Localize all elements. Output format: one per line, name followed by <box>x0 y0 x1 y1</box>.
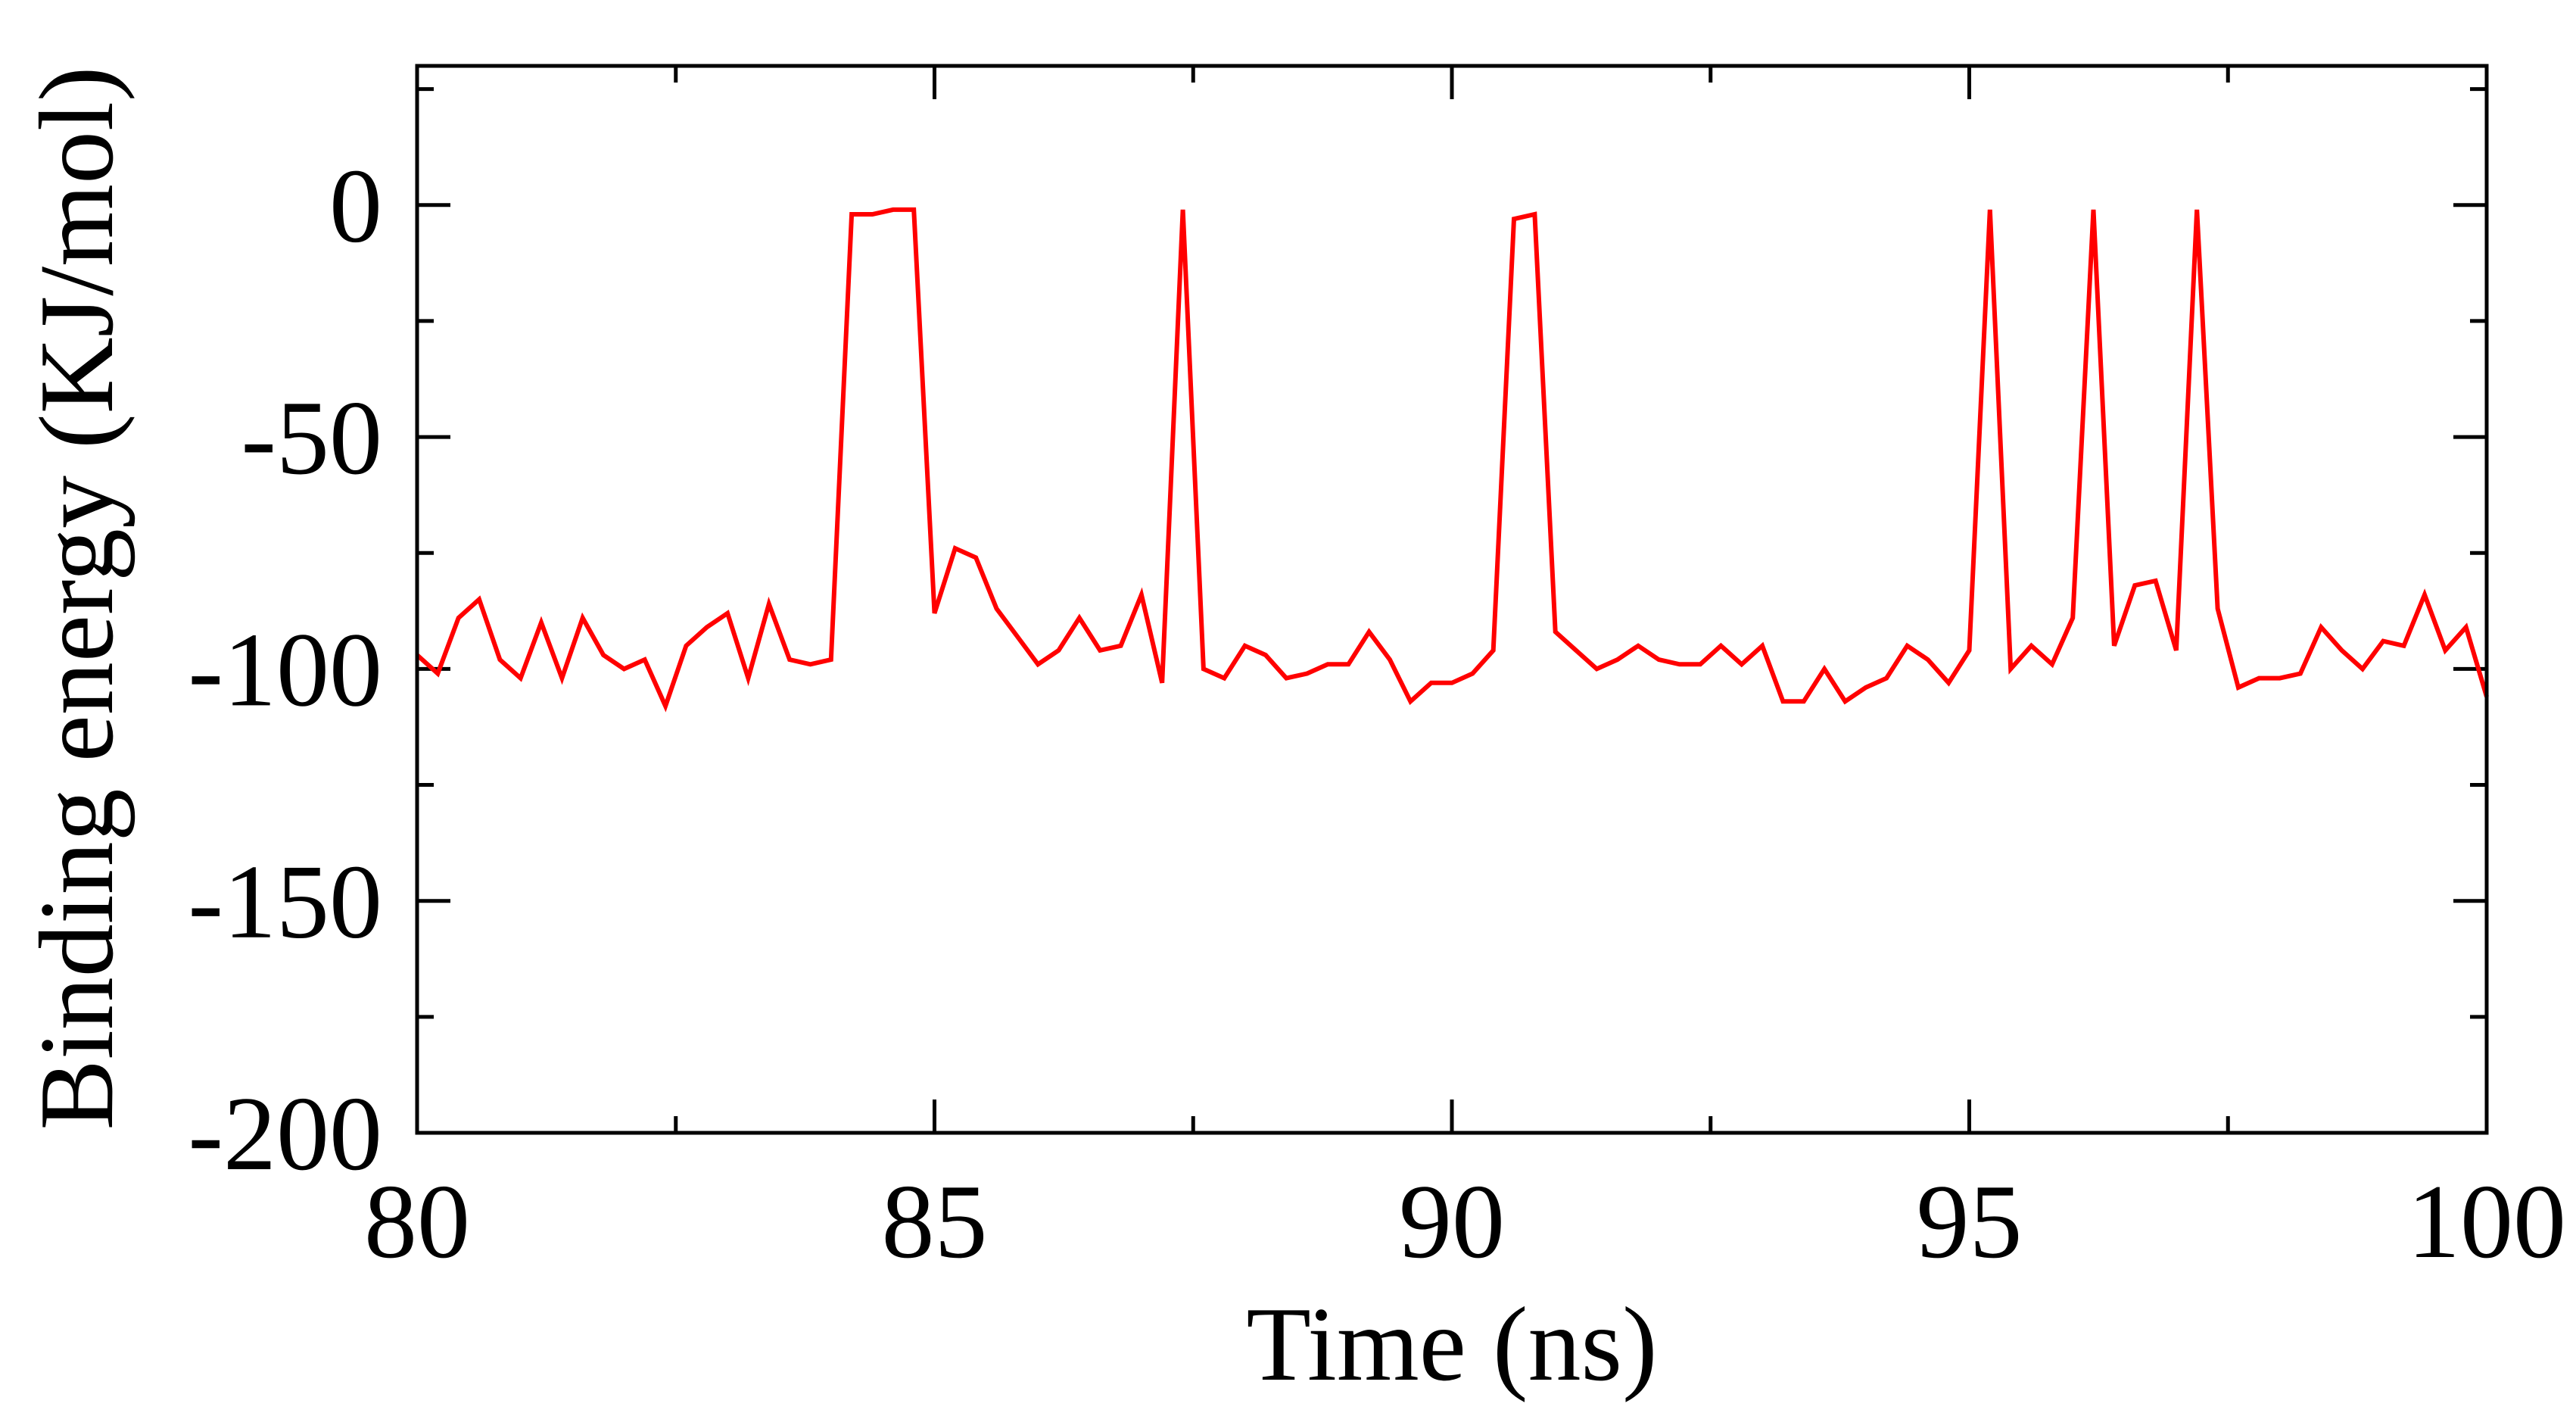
x-tick-label: 90 <box>1399 1163 1505 1280</box>
x-axis-label: Time (ns) <box>1246 1286 1657 1403</box>
x-tick-label: 100 <box>2407 1163 2566 1280</box>
y-tick-label: 0 <box>329 148 382 265</box>
y-tick-label: -150 <box>188 844 382 961</box>
y-tick-labels: -200 -150 -100 -50 0 <box>188 148 382 1193</box>
series-line <box>415 207 2489 713</box>
y-axis-label: Binding energy (KJ/mol) <box>18 66 135 1130</box>
y-tick-label: -200 <box>188 1075 382 1193</box>
y-tick-label: -100 <box>188 611 382 728</box>
y-tick-label: -50 <box>241 379 382 497</box>
plot-frame <box>415 64 2489 1135</box>
series-layer <box>415 207 2489 713</box>
minor-ticks <box>417 66 2487 1133</box>
x-tick-label: 95 <box>1917 1163 2023 1280</box>
x-tick-labels: 80 85 90 95 100 <box>364 1163 2566 1280</box>
x-tick-label: 80 <box>364 1163 470 1280</box>
x-tick-label: 85 <box>882 1163 988 1280</box>
